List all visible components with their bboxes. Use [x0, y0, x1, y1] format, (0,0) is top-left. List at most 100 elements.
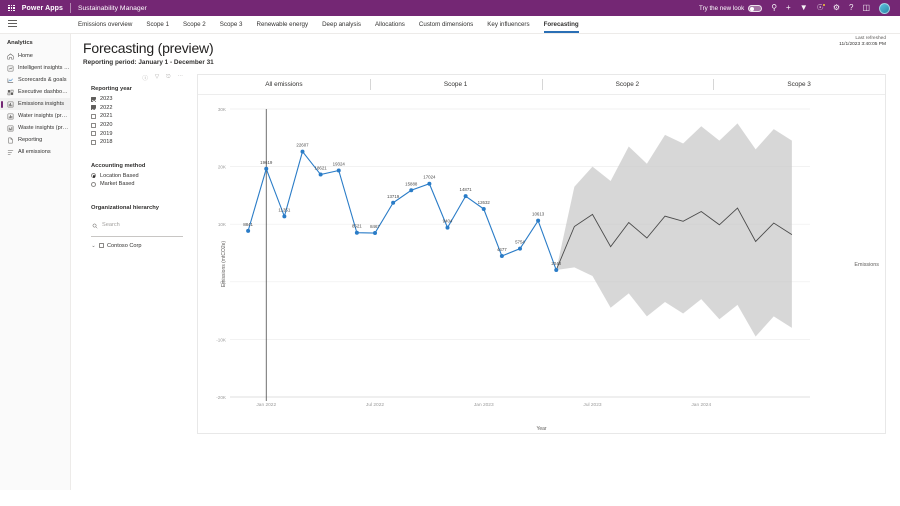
radio-button[interactable] [91, 181, 96, 187]
checkbox[interactable] [91, 113, 96, 119]
radio-row-location-based[interactable]: Location Based [91, 172, 191, 181]
page-title: Forecasting (preview) [83, 40, 214, 56]
svg-text:19619: 19619 [260, 160, 273, 165]
checkbox-label: 2020 [100, 122, 113, 129]
sidebar-item-intelligent-insights[interactable]: Intelligent insights (p... [0, 62, 70, 74]
chart-tab-scope-2[interactable]: Scope 2 [541, 75, 714, 94]
sidebar-item-waste-insights[interactable]: Waste insights (previ... [0, 122, 70, 134]
last-refreshed-value: 11/1/2023 3:40:05 PM [839, 42, 886, 48]
sidebar-item-home[interactable]: Home [0, 50, 70, 62]
focus-icon[interactable]: ⎋ [166, 74, 171, 80]
sidebar-item-label: Waste insights (previ... [18, 125, 70, 131]
sidebar-item-reporting[interactable]: Reporting [0, 134, 70, 146]
svg-text:10K: 10K [218, 222, 227, 227]
tab-renewable-energy[interactable]: Renewable energy [256, 21, 309, 28]
app-launcher-icon[interactable] [8, 4, 15, 12]
tab-allocations[interactable]: Allocations [374, 21, 405, 28]
sidebar: Analytics Home Intelligent insights (p..… [0, 34, 71, 490]
notification-icon[interactable]: ☉ [816, 3, 826, 12]
svg-text:17024: 17024 [423, 175, 436, 180]
checkbox[interactable] [91, 105, 96, 111]
sidebar-item-executive-dashboard[interactable]: Executive dashboard [0, 86, 70, 98]
tab-emissions-overview[interactable]: Emissions overview [78, 21, 133, 28]
add-icon[interactable]: + [786, 3, 791, 12]
checkbox-label: 2021 [100, 113, 113, 120]
svg-text:12632: 12632 [478, 200, 491, 205]
svg-text:-10K: -10K [216, 337, 227, 342]
svg-text:Jan 2023: Jan 2023 [474, 402, 494, 408]
radio-button[interactable] [91, 173, 96, 179]
sidebar-item-emissions-insights[interactable]: Emissions insights [0, 98, 70, 110]
chart-tab-scope-1[interactable]: Scope 1 [369, 75, 542, 94]
checkbox-row-2018[interactable]: 2018 [91, 138, 191, 147]
search-icon[interactable]: ⚲ [771, 3, 778, 12]
chart-tab-all-emissions[interactable]: All emissions [265, 81, 303, 88]
checkbox[interactable] [91, 139, 96, 145]
checkbox-label: 2023 [100, 96, 113, 103]
gear-icon[interactable]: ⚙ [832, 3, 840, 12]
tab-custom-dimensions[interactable]: Custom dimensions [418, 21, 474, 28]
checkbox-row-2019[interactable]: 2019 [91, 129, 191, 138]
sidebar-item-all-emissions[interactable]: All emissions [0, 146, 70, 158]
svg-text:Jul 2022: Jul 2022 [366, 402, 384, 408]
svg-text:Jan 2024: Jan 2024 [691, 402, 711, 408]
y-axis-title: Emissions (mtCO2e) [221, 240, 228, 288]
svg-text:0K: 0K [220, 280, 227, 285]
info-icon[interactable]: ⓘ [142, 76, 148, 82]
legend-emissions: Emissions [854, 262, 879, 268]
try-new-look-toggle[interactable]: Try the new look [699, 4, 763, 12]
tab-forecasting[interactable]: Forecasting [537, 16, 586, 33]
forecast-line-chart[interactable]: 30K 20K 10K 0K -10K -20K Jan 2022 Jul 2022 Jan 2… [198, 95, 850, 433]
svg-text:18621: 18621 [315, 166, 328, 171]
sidebar-item-scorecards-goals[interactable]: Scorecards & goals [0, 74, 70, 86]
tab-scope-2[interactable]: Scope 2 [183, 21, 206, 28]
svg-text:Jan 2022: Jan 2022 [256, 402, 276, 408]
search-input[interactable] [102, 221, 183, 228]
tab-scope-3[interactable]: Scope 3 [219, 21, 243, 28]
sidebar-item-label: Scorecards & goals [18, 77, 67, 83]
menu-icon[interactable] [8, 20, 17, 27]
filter-icon[interactable]: ▼ [799, 3, 808, 12]
more-options-icon[interactable]: ⋯ [177, 74, 184, 80]
svg-text:8521: 8521 [352, 224, 362, 229]
forecast-chart-card: All emissions Scope 1 Scope 2 Scope 3 Em… [197, 74, 886, 434]
svg-text:10613: 10613 [532, 212, 545, 217]
filter-icon[interactable]: ▽ [154, 74, 160, 80]
org-search-row[interactable] [91, 214, 183, 237]
sidebar-item-label: Water insights (previ... [18, 113, 70, 119]
checkbox-row-2020[interactable]: 2020 [91, 121, 191, 130]
scorecard-icon [7, 77, 14, 84]
checkbox[interactable] [91, 122, 96, 128]
sidebar-item-water-insights[interactable]: Water insights (previ... [0, 110, 70, 122]
brand-label[interactable]: Power Apps [21, 4, 63, 12]
list-icon [7, 149, 14, 156]
checkbox[interactable] [91, 131, 96, 137]
filter-toolbar: ⓘ ▽ ⎋ ⋯ [91, 74, 191, 82]
radio-row-market-based[interactable]: Market Based [91, 180, 191, 189]
home-icon [7, 53, 14, 60]
help-icon[interactable]: ? [848, 3, 854, 12]
checkbox-row-2023[interactable]: 2023 [91, 95, 191, 104]
svg-text:30K: 30K [218, 107, 227, 112]
tab-deep-analysis[interactable]: Deep analysis [322, 21, 361, 28]
org-tree-node[interactable]: ⌄ Contoso Corp [91, 243, 191, 249]
svg-text:14871: 14871 [460, 187, 473, 192]
checkbox[interactable] [99, 243, 104, 249]
org-hierarchy-title: Organizational hierarchy [91, 204, 159, 211]
chart-tab-scope-3[interactable]: Scope 3 [713, 75, 885, 94]
app-name-label[interactable]: Sustainability Manager [77, 4, 147, 12]
filter-pane: ⓘ ▽ ⎋ ⋯ Reporting year 2023 2022 2021 [83, 74, 191, 434]
book-icon[interactable]: ◫ [862, 3, 870, 12]
checkbox[interactable] [91, 96, 96, 102]
toggle-switch[interactable] [748, 4, 763, 12]
nav-tab-strip: Emissions overview Scope 1 Scope 2 Scope… [0, 16, 900, 34]
checkbox-row-2022[interactable]: 2022 [91, 104, 191, 113]
tab-scope-1[interactable]: Scope 1 [146, 21, 170, 28]
svg-text:11351: 11351 [278, 207, 290, 212]
search-icon [92, 216, 98, 234]
tab-key-influencers[interactable]: Key influencers [487, 21, 530, 28]
avatar[interactable] [879, 2, 890, 14]
chevron-down-icon[interactable]: ⌄ [91, 242, 96, 249]
svg-text:8467: 8467 [370, 224, 380, 229]
checkbox-row-2021[interactable]: 2021 [91, 112, 191, 121]
